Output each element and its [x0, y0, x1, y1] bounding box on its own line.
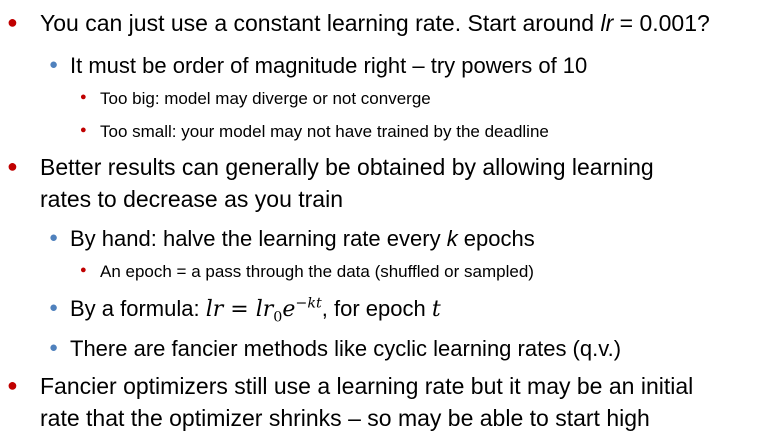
bullet-text-line-2: rate that the optimizer shrinks – so may…: [40, 405, 650, 431]
bullet-text: By hand: halve the learning rate every k…: [70, 226, 535, 252]
bullet-text: You can just use a constant learning rat…: [40, 10, 710, 37]
small-red-dot-bullet-icon: ●: [80, 124, 87, 136]
red-dot-bullet-icon: ●: [7, 375, 18, 395]
blue-dot-bullet-icon: ●: [49, 229, 59, 246]
red-dot-bullet-icon: ●: [7, 156, 18, 176]
blue-dot-bullet-icon: ●: [49, 299, 59, 316]
bullet-text-suffix: epochs: [457, 226, 535, 251]
bullet-text: It must be order of magnitude right – tr…: [70, 53, 588, 78]
small-red-dot-bullet-icon: ●: [80, 264, 87, 276]
lr-value: = 0.001?: [613, 10, 710, 36]
small-red-dot-bullet-icon: ●: [80, 91, 87, 103]
bullet-text: By a formula: lr = lr0e−kt, for epoch t: [70, 295, 441, 326]
formula-equals: =: [223, 297, 256, 322]
bullet-text: Too small: your model may not have train…: [100, 122, 549, 141]
blue-dot-bullet-icon: ●: [49, 339, 59, 356]
red-dot-bullet-icon: ●: [7, 12, 18, 32]
bullet-text-line-1: Fancier optimizers still use a learning …: [40, 373, 694, 399]
bullet-text: An epoch = a pass through the data (shuf…: [100, 262, 534, 281]
bullet-text-part: You can just use a constant learning rat…: [40, 10, 601, 36]
formula-lhs: lr: [205, 297, 224, 322]
bullet-text-line-1: Better results can generally be obtained…: [40, 154, 654, 180]
bullet-text: Too big: model may diverge or not conver…: [100, 89, 431, 108]
bullet-text: There are fancier methods like cyclic le…: [70, 336, 622, 361]
lr-variable: lr: [600, 10, 614, 36]
bullet-text-part: By hand: halve the learning rate every: [70, 226, 447, 251]
formula-base: lr: [255, 297, 274, 322]
formula-exponent: −kt: [295, 295, 322, 312]
bullet-text-suffix: , for epoch: [321, 296, 432, 321]
k-variable: k: [446, 226, 458, 251]
t-variable: t: [431, 297, 441, 322]
bullet-text-line-2: rates to decrease as you train: [40, 186, 343, 212]
formula-exp-base: e: [282, 297, 296, 322]
blue-dot-bullet-icon: ●: [49, 56, 59, 73]
formula-subscript: 0: [273, 309, 283, 326]
bullet-text-prefix: By a formula:: [70, 296, 206, 321]
